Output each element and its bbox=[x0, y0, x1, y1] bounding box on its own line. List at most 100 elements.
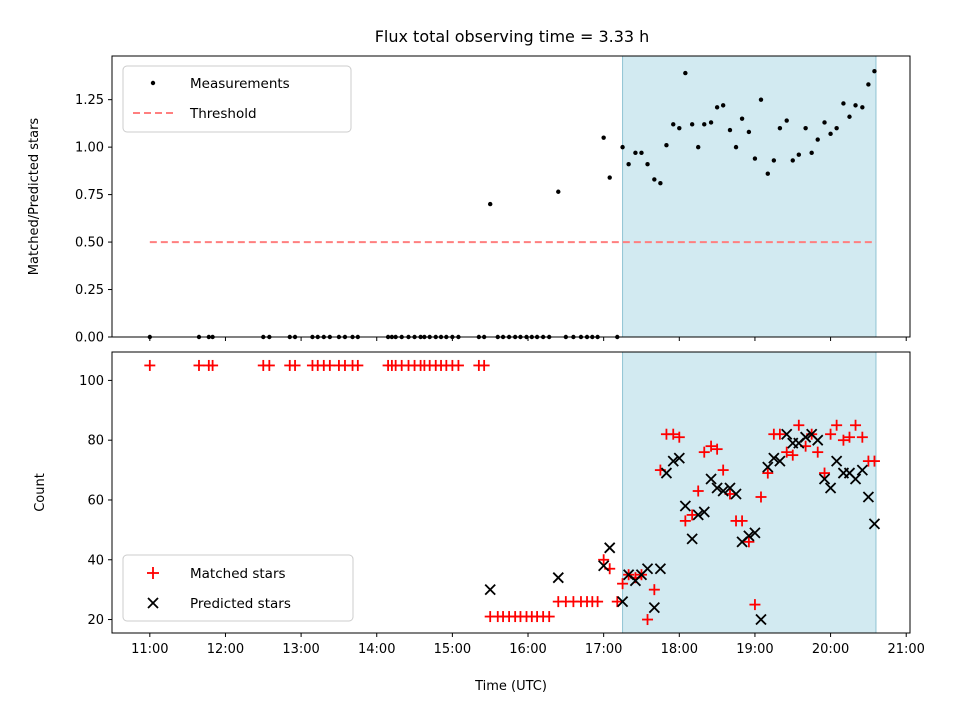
predicted-star-point bbox=[849, 473, 862, 485]
observing-window-span bbox=[622, 351, 877, 634]
matched-star-point bbox=[648, 584, 660, 596]
measurement-point bbox=[652, 177, 657, 182]
measurement-point bbox=[683, 70, 688, 76]
predicted-star-point bbox=[598, 560, 610, 572]
x-tick-label: 16:00 bbox=[509, 642, 546, 657]
measurement-point bbox=[487, 201, 493, 207]
y-tick-label: 40 bbox=[87, 553, 104, 568]
matched-star-point bbox=[617, 578, 629, 590]
x-tick-label: 12:00 bbox=[207, 642, 244, 657]
measurement-point bbox=[620, 144, 625, 150]
matched-star-point bbox=[543, 611, 555, 623]
x-tick-label: 13:00 bbox=[282, 642, 319, 657]
panel-count: 20 40 60 80 100 11:00 12:00 13:00 14:00 15:00 16:… bbox=[33, 351, 925, 694]
matched-star-point bbox=[289, 359, 301, 371]
matched-star-point bbox=[705, 440, 717, 452]
matched-star-point bbox=[673, 431, 685, 443]
measurement-point bbox=[853, 103, 858, 108]
measurement-point bbox=[765, 171, 770, 176]
x-tick-label: 11:00 bbox=[131, 642, 168, 657]
y-tick-label: 1.25 bbox=[75, 93, 104, 108]
predicted-star-point bbox=[616, 595, 629, 608]
matched-star-point bbox=[144, 359, 156, 371]
measurement-point bbox=[607, 175, 612, 180]
y-axis-label-top: Matched/Predicted stars bbox=[27, 118, 42, 276]
predicted-star-point bbox=[717, 485, 729, 497]
x-tick-label: 20:00 bbox=[812, 642, 849, 657]
predicted-star-point bbox=[812, 434, 824, 446]
predicted-star-point bbox=[868, 518, 881, 530]
measurement-point bbox=[720, 103, 726, 108]
x-tick-label: 19:00 bbox=[736, 642, 773, 657]
predicted-star-point bbox=[762, 461, 774, 473]
measurement-point bbox=[822, 120, 827, 125]
matched-star-point bbox=[193, 359, 205, 371]
measurement-point bbox=[803, 125, 808, 131]
measurement-point bbox=[828, 131, 833, 137]
legend-label-threshold: Threshold bbox=[189, 106, 257, 122]
matched-star-point bbox=[868, 455, 880, 467]
measurement-point bbox=[771, 158, 777, 163]
predicted-star-point bbox=[749, 527, 761, 539]
y-ticks-bottom: 20 40 60 80 100 bbox=[79, 374, 112, 628]
measurement-point bbox=[702, 122, 707, 127]
measurement-point bbox=[739, 116, 745, 121]
y-tick-label: 1.00 bbox=[75, 141, 104, 156]
predicted-star-point bbox=[711, 482, 723, 494]
measurement-point bbox=[733, 144, 739, 150]
matched-star-point bbox=[736, 515, 748, 527]
matched-star-point bbox=[263, 359, 275, 371]
matched-star-points bbox=[144, 359, 880, 626]
predicted-star-point bbox=[552, 572, 564, 584]
matched-star-point bbox=[667, 428, 679, 440]
y-tick-label: 0.75 bbox=[75, 188, 104, 203]
matched-star-point bbox=[452, 359, 464, 371]
legend-bottom: Matched stars Predicted stars bbox=[122, 554, 354, 622]
predicted-star-point bbox=[799, 431, 812, 443]
legend-top: Measurements Threshold bbox=[122, 65, 352, 133]
y-tick-label: 0.50 bbox=[75, 236, 104, 251]
x-ticks-bottom: 11:00 12:00 13:00 14:00 15:00 16:00 17:00 18:00… bbox=[131, 633, 925, 657]
y-tick-label: 0.25 bbox=[75, 283, 104, 298]
y-tick-label: 0.00 bbox=[75, 331, 104, 346]
matched-star-point bbox=[743, 536, 755, 548]
measurement-point bbox=[556, 189, 561, 194]
matched-star-point bbox=[781, 446, 793, 458]
measurement-point bbox=[841, 101, 846, 106]
matched-star-point bbox=[352, 359, 364, 371]
measurement-point bbox=[601, 135, 606, 140]
matched-star-point bbox=[692, 485, 704, 497]
x-ticks-top bbox=[149, 337, 907, 341]
predicted-star-points bbox=[484, 428, 881, 626]
measurement-point bbox=[639, 150, 644, 156]
measurement-point bbox=[714, 105, 720, 110]
x-tick-label: 14:00 bbox=[358, 642, 395, 657]
legend-x-marker bbox=[147, 597, 159, 609]
matched-star-point bbox=[850, 419, 862, 431]
predicted-star-point bbox=[660, 467, 673, 479]
measurement-point bbox=[664, 143, 669, 148]
predicted-star-point bbox=[648, 601, 660, 614]
matched-star-point bbox=[592, 596, 604, 608]
measurement-point bbox=[626, 162, 631, 167]
matched-star-point bbox=[787, 449, 799, 461]
predicted-star-point bbox=[768, 452, 780, 464]
matched-star-point bbox=[478, 359, 490, 371]
matched-star-point bbox=[812, 446, 824, 458]
predicted-star-point bbox=[824, 482, 837, 494]
y-axis-label-bottom: Count bbox=[33, 473, 48, 512]
matched-star-point bbox=[717, 464, 729, 476]
axes-frame-bottom bbox=[111, 351, 911, 634]
legend-box bbox=[122, 65, 352, 133]
predicted-star-point bbox=[673, 452, 685, 464]
matched-star-point bbox=[749, 599, 761, 611]
predicted-star-point bbox=[774, 455, 786, 467]
measurement-point bbox=[658, 181, 663, 186]
measurement-point bbox=[708, 120, 714, 125]
y-tick-label: 60 bbox=[87, 493, 104, 508]
matched-star-point bbox=[762, 467, 774, 479]
predicted-star-point bbox=[830, 455, 843, 467]
predicted-star-point bbox=[698, 506, 710, 518]
x-tick-label: 21:00 bbox=[887, 642, 924, 657]
matched-star-point bbox=[686, 509, 698, 521]
